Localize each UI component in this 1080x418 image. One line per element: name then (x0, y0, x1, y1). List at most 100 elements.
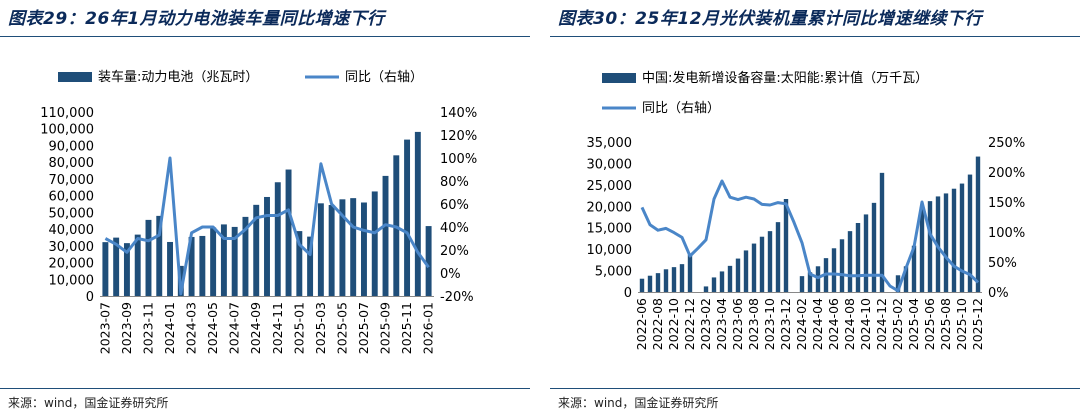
bar (831, 248, 837, 292)
bar (871, 202, 877, 292)
y-left-tick-label: 100,000 (40, 123, 94, 138)
left-source-divider (0, 388, 530, 389)
bar (307, 236, 314, 296)
x-tick-label: 2022-08 (650, 298, 665, 350)
x-tick-label: 2026-01 (421, 302, 436, 354)
bar (123, 243, 130, 296)
bar (102, 242, 109, 296)
x-tick-label: 2025-05 (334, 302, 349, 354)
y-left-tick-label: 15,000 (587, 222, 633, 237)
bar (687, 254, 693, 292)
bar (951, 188, 957, 292)
y-left-tick-label: 50,000 (49, 206, 95, 221)
bar (839, 239, 845, 292)
bar (253, 204, 260, 296)
bar (807, 272, 813, 292)
bar (231, 226, 238, 296)
x-tick-label: 2025-07 (356, 302, 371, 354)
left-title-divider (0, 36, 530, 37)
x-tick-label: 2025-08 (938, 298, 953, 350)
bar (145, 219, 152, 296)
x-tick-label: 2024-02 (794, 298, 809, 350)
bar (639, 278, 645, 292)
y-left-tick-label: 70,000 (49, 173, 95, 188)
bar (167, 241, 173, 296)
legend-line-label: 同比（右轴） (345, 70, 423, 85)
bar (156, 215, 163, 296)
y-right-tick-label: 80% (440, 175, 469, 190)
bar (199, 235, 206, 296)
bar (663, 269, 669, 292)
left-chart-title: 图表29：26年1月动力电池装车量同比增速下行 (8, 9, 385, 29)
bar (975, 156, 981, 292)
y-left-tick-label: 0 (86, 290, 94, 305)
bar (879, 172, 885, 292)
bar (679, 264, 685, 292)
x-tick-label: 2024-10 (858, 298, 873, 350)
bar (927, 201, 933, 292)
bar (959, 183, 965, 292)
bar (855, 223, 861, 292)
left-source-note: 来源：wind，国金证券研究所 (8, 396, 169, 410)
y-left-tick-label: 10,000 (49, 273, 95, 288)
bar (350, 198, 357, 296)
x-tick-label: 2022-10 (666, 298, 681, 350)
x-tick-label: 2022-12 (682, 298, 697, 350)
bar (727, 265, 733, 292)
right-source-divider (550, 388, 1080, 389)
legend-bar-label: 装车量:动力电池（兆瓦时） (98, 69, 258, 85)
right-source-note: 来源：wind，国金证券研究所 (558, 396, 719, 410)
x-tick-label: 2024-08 (842, 298, 857, 350)
x-tick-label: 2025-06 (922, 298, 937, 350)
y-left-tick-label: 80,000 (49, 156, 95, 171)
y-right-tick-label: 100% (988, 226, 1025, 241)
bar (655, 273, 661, 292)
bar (967, 174, 973, 292)
right-title-divider (550, 36, 1080, 37)
y-left-tick-label: 40,000 (49, 223, 95, 238)
x-tick-label: 2025-12 (970, 298, 985, 350)
bar (847, 231, 853, 292)
y-left-tick-label: 25,000 (587, 179, 633, 194)
y-right-tick-label: 20% (440, 244, 469, 259)
x-tick-label: 2023-11 (140, 302, 155, 354)
x-tick-label: 2023-07 (97, 302, 112, 354)
bar (361, 202, 367, 296)
y-right-tick-label: 120% (440, 129, 477, 144)
bar (735, 258, 741, 292)
x-tick-label: 2025-03 (313, 302, 328, 354)
bar (767, 231, 773, 292)
right-chart-svg: 中国:发电新增设备容量:太阳能:累计值（万千瓦） 同比（右轴） 0 5,000 10,0… (587, 70, 1026, 350)
bar (113, 237, 120, 296)
legend-line-label: 同比（右轴） (642, 101, 720, 116)
bar (775, 222, 781, 292)
y-right-tick-label: 0% (440, 267, 461, 282)
y-left-tick-label: 20,000 (587, 200, 633, 215)
y-right-tick-label: 200% (988, 166, 1025, 181)
x-tick-label: 2025-04 (906, 298, 921, 350)
bar (671, 267, 677, 292)
bar (296, 231, 303, 296)
bar (895, 275, 901, 292)
x-tick-label: 2023-04 (714, 298, 729, 350)
x-tick-label: 2023-12 (778, 298, 793, 350)
x-tick-label: 2024-04 (810, 298, 825, 350)
x-tick-label: 2023-08 (746, 298, 761, 350)
y-right-tick-label: 50% (988, 256, 1017, 271)
y-left-tick-label: 10,000 (587, 243, 633, 258)
y-right-tick-label: 250% (988, 136, 1025, 151)
y-right-tick-label: 60% (440, 198, 469, 213)
bar (404, 139, 411, 296)
y-left-tick-label: 60,000 (49, 190, 95, 205)
x-tick-label: 2025-02 (890, 298, 905, 350)
y-left-tick-label: 30,000 (49, 240, 95, 255)
bar (799, 276, 805, 292)
x-tick-label: 2024-06 (826, 298, 841, 350)
line-series (640, 179, 980, 293)
bar (703, 286, 709, 292)
y-left-tick-label: 5,000 (595, 265, 632, 280)
x-tick-label: 2024-03 (184, 302, 199, 354)
y-right-tick-label: 40% (440, 221, 469, 236)
bar (328, 205, 335, 296)
